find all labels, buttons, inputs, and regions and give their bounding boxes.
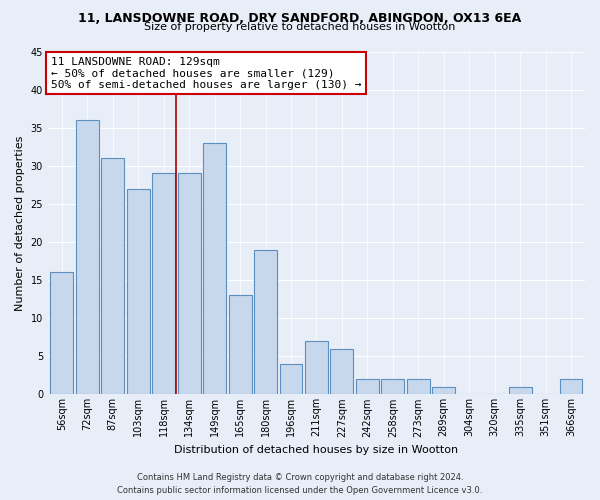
Bar — [76, 120, 99, 394]
Text: 11, LANSDOWNE ROAD, DRY SANDFORD, ABINGDON, OX13 6EA: 11, LANSDOWNE ROAD, DRY SANDFORD, ABINGD… — [79, 12, 521, 26]
Y-axis label: Number of detached properties: Number of detached properties — [15, 136, 25, 310]
Bar — [152, 174, 175, 394]
Bar — [305, 341, 328, 394]
X-axis label: Distribution of detached houses by size in Wootton: Distribution of detached houses by size … — [175, 445, 458, 455]
Bar — [382, 379, 404, 394]
Bar — [509, 387, 532, 394]
Bar — [560, 379, 583, 394]
Text: 11 LANSDOWNE ROAD: 129sqm
← 50% of detached houses are smaller (129)
50% of semi: 11 LANSDOWNE ROAD: 129sqm ← 50% of detac… — [50, 56, 361, 90]
Text: Size of property relative to detached houses in Wootton: Size of property relative to detached ho… — [145, 22, 455, 32]
Bar — [432, 387, 455, 394]
Bar — [356, 379, 379, 394]
Bar — [127, 188, 150, 394]
Bar — [331, 348, 353, 395]
Bar — [407, 379, 430, 394]
Bar — [50, 272, 73, 394]
Bar — [280, 364, 302, 394]
Bar — [203, 143, 226, 395]
Bar — [254, 250, 277, 394]
Bar — [101, 158, 124, 394]
Text: Contains HM Land Registry data © Crown copyright and database right 2024.
Contai: Contains HM Land Registry data © Crown c… — [118, 474, 482, 495]
Bar — [178, 174, 200, 394]
Bar — [229, 296, 251, 394]
